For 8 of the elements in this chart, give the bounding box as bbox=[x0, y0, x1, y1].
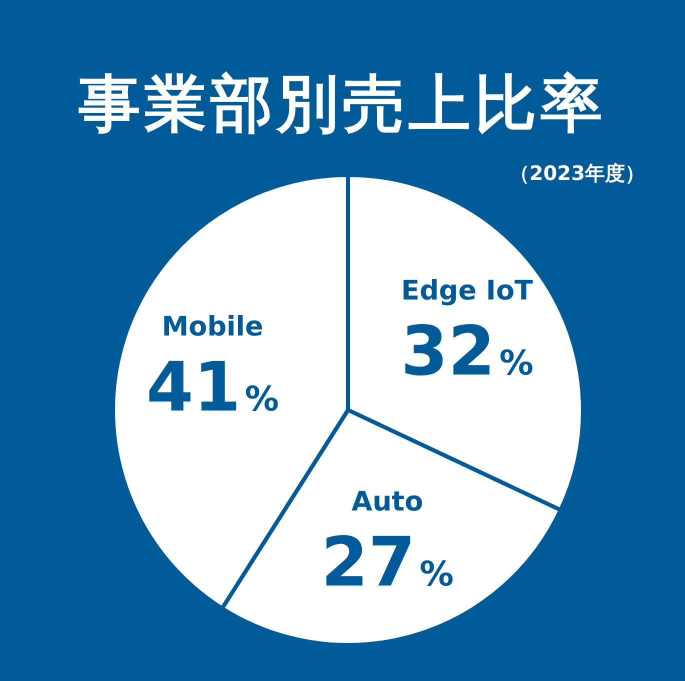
data-label: 32% bbox=[400, 312, 534, 392]
chart-subtitle: （2023年度） bbox=[509, 161, 645, 185]
slice-label: Mobile bbox=[162, 312, 264, 343]
slice-label: Auto bbox=[352, 486, 424, 518]
data-label: 41% bbox=[146, 348, 279, 428]
data-label: 27% bbox=[320, 523, 454, 602]
slice-label: Edge IoT bbox=[401, 275, 534, 306]
chart-title: 事業部別売上比率 bbox=[78, 67, 606, 140]
